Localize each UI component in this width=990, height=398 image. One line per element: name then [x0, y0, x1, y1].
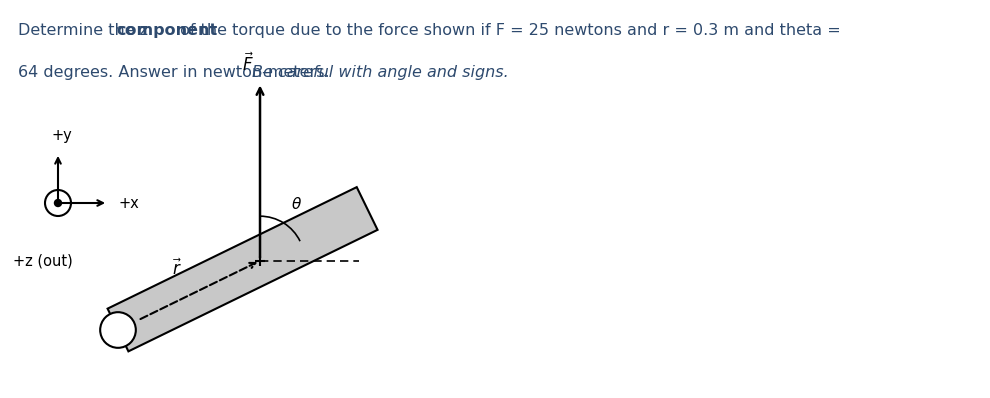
Text: $\vec{F}$: $\vec{F}$: [243, 52, 253, 74]
Text: +y: +y: [51, 128, 72, 143]
Text: 64 degrees. Answer in newton-meters.: 64 degrees. Answer in newton-meters.: [18, 65, 340, 80]
Text: of the torque due to the force shown if F = 25 newtons and r = 0.3 m and theta =: of the torque due to the force shown if …: [174, 23, 841, 38]
Circle shape: [100, 312, 136, 348]
Text: component: component: [117, 23, 218, 38]
Polygon shape: [108, 187, 377, 351]
Text: $\theta$: $\theta$: [291, 196, 302, 212]
Circle shape: [54, 199, 61, 207]
Text: Be careful with angle and signs.: Be careful with angle and signs.: [251, 65, 509, 80]
Text: $\vec{r}$: $\vec{r}$: [172, 258, 182, 279]
Text: +x: +x: [118, 195, 139, 211]
Text: +z (out): +z (out): [13, 253, 72, 268]
Text: Determine the z: Determine the z: [18, 23, 153, 38]
